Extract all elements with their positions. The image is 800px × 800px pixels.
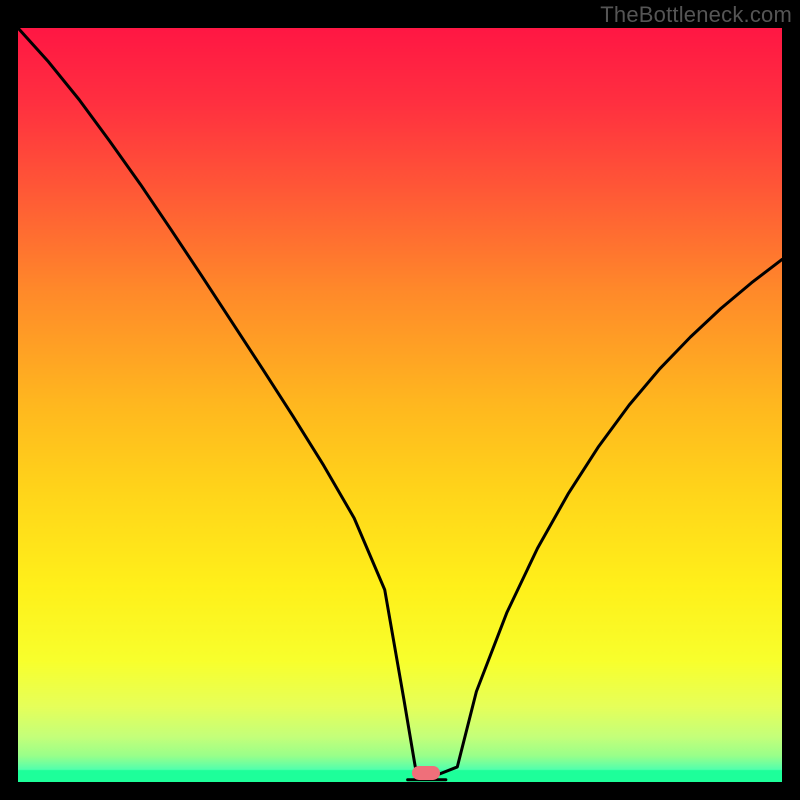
watermark-text: TheBottleneck.com bbox=[600, 2, 792, 28]
bottleneck-marker bbox=[412, 766, 440, 780]
bottleneck-curve bbox=[18, 28, 782, 774]
plot-area bbox=[18, 28, 782, 782]
curve-overlay bbox=[18, 28, 782, 782]
